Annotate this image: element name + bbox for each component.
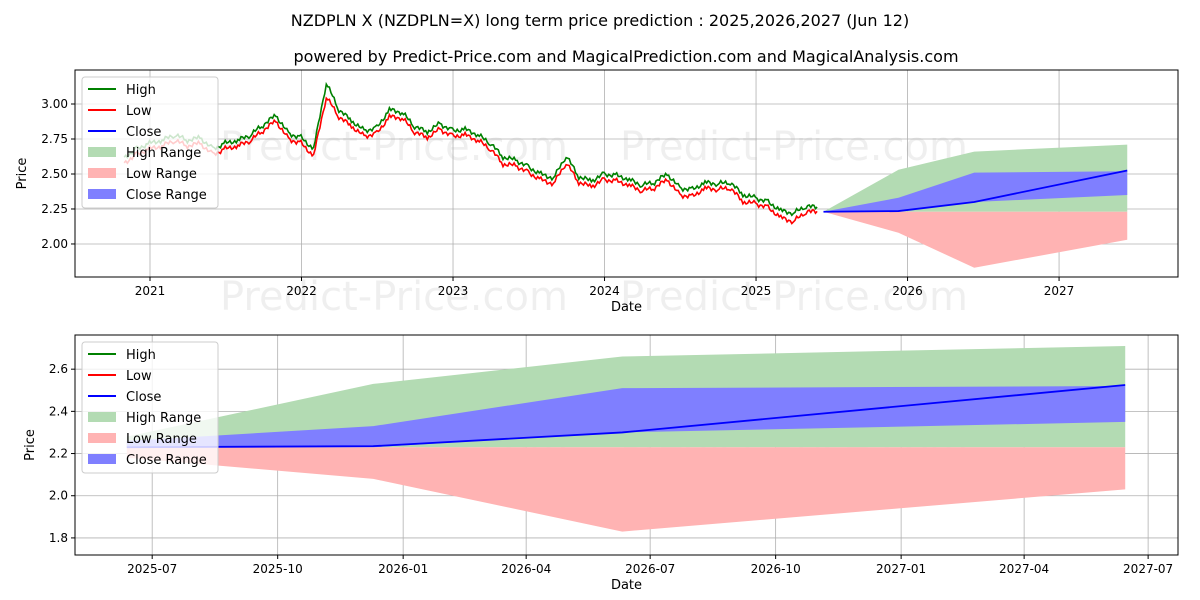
legend-label: Low: [126, 369, 152, 384]
legend-label: Close: [126, 390, 161, 405]
legend-swatch-close-range: [88, 454, 116, 464]
legend-label: High: [126, 83, 156, 98]
legend-label: High: [126, 348, 156, 363]
y-axis-label: Price: [23, 429, 38, 461]
close-range-band: [823, 171, 1128, 212]
watermark: Predict-Price.com: [220, 124, 568, 170]
close-range-band: [126, 386, 1126, 448]
x-tick-label: 2025-07: [127, 562, 177, 576]
bottom-panel: Predict-Price.comPredict-Price.com2025-0…: [23, 334, 1179, 593]
x-tick-label: 2026: [892, 284, 923, 298]
legend-swatch-low-range: [88, 168, 116, 178]
y-tick-label: 1.8: [49, 531, 68, 545]
y-tick-label: 2.50: [41, 167, 68, 181]
chart-subtitle: powered by Predict-Price.com and Magical…: [293, 47, 958, 66]
close-forecast-line: [823, 169, 1128, 213]
low-range-band: [823, 211, 1128, 268]
x-tick-label: 2026-04: [501, 562, 551, 576]
legend: High Low Close High Range Low Range Close Ran…: [81, 76, 219, 209]
x-tick-label: 2025: [741, 284, 772, 298]
watermark: Predict-Price.com: [620, 274, 968, 320]
x-tick-label: 2027-07: [1123, 562, 1173, 576]
legend-label: Low: [126, 104, 152, 119]
watermark: Predict-Price.com: [220, 274, 568, 320]
legend-swatch-high-range: [88, 147, 116, 157]
watermark: Predict-Price.com: [620, 124, 968, 170]
plot-area: [126, 345, 1126, 532]
y-tick-label: 2.75: [41, 132, 68, 146]
y-tick-label: 3.00: [41, 97, 68, 111]
x-tick-label: 2027: [1044, 284, 1075, 298]
y-tick-label: 2.25: [41, 202, 68, 216]
y-axis-label: Price: [15, 158, 30, 190]
legend: High Low Close High Range Low Range Close Ran…: [81, 341, 219, 474]
legend-label: Low Range: [126, 432, 197, 447]
x-tick-label: 2025-10: [253, 562, 303, 576]
x-tick-label: 2023: [438, 284, 469, 298]
y-tick-label: 2.00: [41, 237, 68, 251]
axes-frame: [74, 334, 1179, 556]
y-tick-label: 2.0: [49, 489, 68, 503]
top-panel: Predict-Price.com Predict-Price.com Predic…: [15, 69, 1179, 320]
plot-area: [123, 81, 1128, 268]
x-tick-label: 2026-07: [625, 562, 675, 576]
legend-label: High Range: [126, 411, 201, 426]
chart-title: NZDPLN X (NZDPLN=X) long term price pred…: [291, 11, 909, 30]
low-series-line: [123, 96, 818, 225]
legend-label: High Range: [126, 146, 201, 161]
high-series-line: [123, 81, 818, 217]
legend-label: Close: [126, 125, 161, 140]
y-tick-label: 2.2: [49, 447, 68, 461]
low-range-band: [126, 447, 1126, 532]
x-axis-label: Date: [611, 300, 642, 315]
y-tick-label: 2.4: [49, 404, 68, 418]
close-forecast-line: [126, 384, 1126, 449]
legend-swatch-low-range: [88, 433, 116, 443]
x-tick-label: 2021: [135, 284, 166, 298]
y-tick-label: 2.6: [49, 362, 68, 376]
x-tick-label: 2024: [589, 284, 620, 298]
x-tick-label: 2027-04: [999, 562, 1049, 576]
x-axis-label: Date: [611, 578, 642, 593]
legend-swatch-close-range: [88, 189, 116, 199]
x-tick-label: 2026-10: [751, 562, 801, 576]
legend-label: Close Range: [126, 188, 207, 203]
legend-label: Close Range: [126, 453, 207, 468]
x-tick-label: 2022: [286, 284, 317, 298]
axes-frame: [74, 69, 1179, 278]
x-tick-label: 2027-01: [876, 562, 926, 576]
x-tick-label: 2026-01: [378, 562, 428, 576]
legend-swatch-high-range: [88, 412, 116, 422]
legend-label: Low Range: [126, 167, 197, 182]
